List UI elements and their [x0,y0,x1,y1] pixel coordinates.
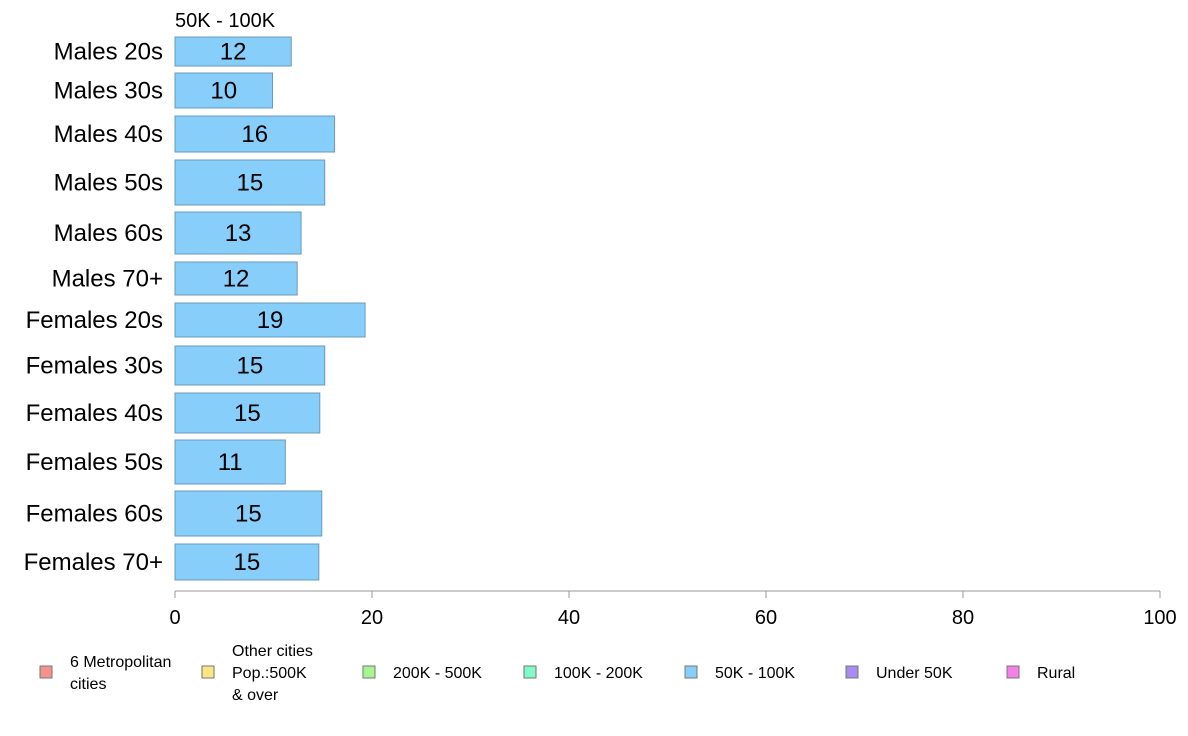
category-label: Males 30s [54,78,163,105]
legend-item: 100K - 200K [523,665,643,682]
legend-item: 200K - 500K [362,665,482,682]
category-label: Females 40s [26,400,163,427]
legend-item: Under 50K [845,665,953,682]
legend: 6 Metropolitan cities Other cities Pop.:50… [39,643,1075,704]
legend-swatch [201,665,215,679]
category-label: Females 60s [26,501,163,528]
x-tick-label: 60 [755,607,777,629]
data-label: 12 [220,39,247,66]
data-label: 19 [257,307,284,334]
category-labels: Males 20s Males 30s Males 40s Males 50s Male… [24,39,163,577]
bar [174,302,366,338]
legend-item: 6 Metropolitan cities [39,654,171,693]
legend-item: 50K - 100K [684,665,795,682]
legend-label: 100K - 200K [554,665,643,682]
legend-swatch [362,665,376,679]
legend-label: Rural [1037,665,1075,682]
data-label: 10 [210,78,237,105]
legend-swatch [845,665,859,679]
x-tick-label: 20 [361,607,383,629]
bar [174,490,323,537]
x-tick-label: 40 [558,607,580,629]
legend-label: cities [70,676,106,693]
category-label: Females 70+ [24,549,163,576]
legend-swatch [523,665,537,679]
legend-label: 200K - 500K [393,665,482,682]
bars-group [174,36,366,581]
legend-swatch [684,665,698,679]
bar [174,36,292,67]
bar [174,159,326,206]
legend-item: Other cities Pop.:500K & over [201,643,313,704]
legend-label: Under 50K [876,665,953,682]
category-label: Males 50s [54,170,163,197]
x-tick-label: 0 [169,607,180,629]
data-label: 11 [218,449,243,476]
bar [174,211,302,255]
legend-swatch [1006,665,1020,679]
data-label: 13 [225,220,252,247]
bar [174,543,320,581]
category-label: Males 40s [54,121,163,148]
legend-item: Rural [1006,665,1075,682]
legend-swatch [39,665,53,679]
bar [174,392,321,434]
bar [174,345,326,386]
category-label: Females 50s [26,449,163,476]
bar [174,261,298,296]
data-label: 15 [237,353,264,380]
data-label: 15 [235,501,262,528]
legend-label: Pop.:500K [232,665,307,682]
category-label: Males 70+ [52,266,163,293]
data-label: 15 [237,170,264,197]
x-tick-label: 100 [1143,607,1176,629]
data-label: 15 [234,549,261,576]
legend-label: 6 Metropolitan [70,654,171,671]
series-title: 50K - 100K [175,10,276,32]
data-label: 16 [241,121,268,148]
data-label: 12 [223,266,250,293]
category-label: Females 20s [26,307,163,334]
legend-label: & over [232,687,279,704]
legend-label: 50K - 100K [715,665,795,682]
data-label: 15 [234,400,261,427]
legend-label: Other cities [232,643,313,660]
x-tick-label: 80 [952,607,974,629]
category-label: Males 20s [54,39,163,66]
category-label: Females 30s [26,353,163,380]
x-axis: 0 20 40 60 80 100 [169,590,1177,629]
bar [174,439,286,485]
category-label: Males 60s [54,220,163,247]
bar [174,115,336,153]
bar [174,72,274,109]
